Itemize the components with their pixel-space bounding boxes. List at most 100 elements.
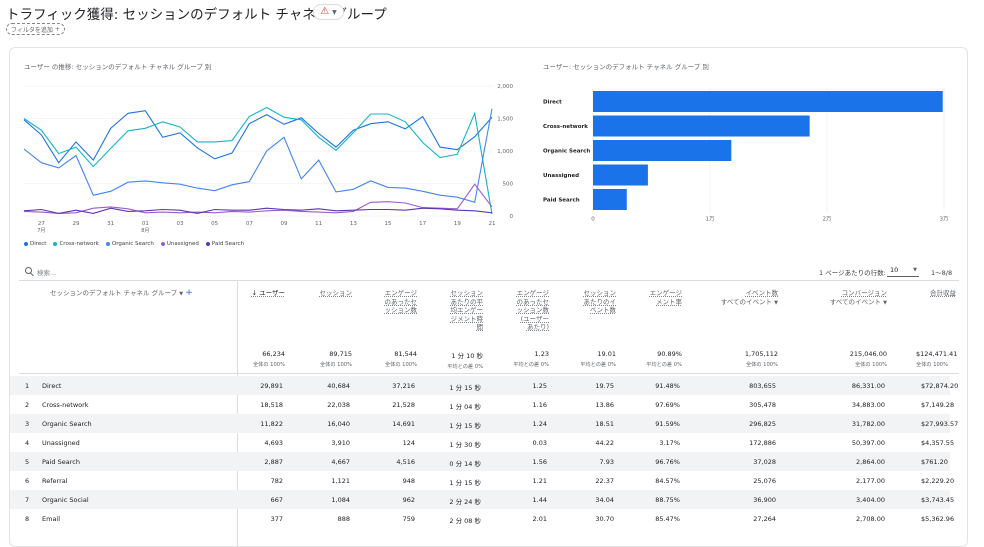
engaged-per-user-header[interactable]: エンゲージ のあったセ ッション数 (ユーザー あたり) bbox=[517, 289, 550, 332]
cell-rate: 84.57% bbox=[655, 477, 680, 485]
cell-rev: $72,874.20 bbox=[921, 382, 959, 390]
legend-item[interactable]: Unassigned bbox=[160, 241, 199, 247]
chevron-down-icon: ▼ bbox=[774, 299, 778, 306]
legend-label: Unassigned bbox=[166, 241, 199, 247]
rows-per-page-select[interactable]: 10 ▼ bbox=[887, 265, 919, 277]
warning-icon: ⚠ bbox=[320, 6, 330, 17]
cell-rate: 91.48% bbox=[655, 382, 680, 390]
engagement-rate-header[interactable]: エンゲージ メント率 bbox=[650, 289, 682, 306]
cell-events: 803,655 bbox=[749, 382, 776, 390]
cell-name[interactable]: Referral bbox=[42, 477, 68, 485]
cell-users: 29,891 bbox=[260, 382, 283, 390]
cell-epu: 2.01 bbox=[532, 515, 547, 523]
conversions-filter[interactable]: すべてのイベント ▼ bbox=[830, 298, 887, 308]
h-eng-line-2: ッション数 bbox=[384, 306, 418, 314]
total-engagement-rate: 90.89% 平均との差 0% bbox=[646, 350, 682, 368]
total-events-value: 1,705,112 bbox=[744, 350, 778, 358]
cell-time: 0 分 14 秒 bbox=[449, 460, 481, 468]
legend-item[interactable]: Direct bbox=[24, 241, 46, 247]
cell-name[interactable]: Email bbox=[42, 515, 61, 523]
cell-epu: 1.24 bbox=[532, 420, 547, 428]
total-avg-time: 1 分 10 秒平均との差 0% bbox=[447, 350, 483, 370]
engaged-sessions-header[interactable]: エンゲージ のあったセ ッション数 bbox=[385, 289, 418, 315]
totals-divider bbox=[19, 373, 959, 374]
total-sessions-sub: 全体の 100% bbox=[319, 362, 352, 368]
x-tick-label: 13 bbox=[350, 221, 357, 227]
conversions-header-label: コンバージョン bbox=[841, 289, 887, 297]
table-row[interactable]: 6 Referral 782 1,121 948 1 分 15 秒 1.21 22.37 84.… bbox=[10, 471, 954, 490]
cell-time: 1 分 15 秒 bbox=[449, 422, 481, 430]
users-header[interactable]: ↓ ユーザー bbox=[252, 289, 285, 298]
events-per-session-header[interactable]: セッション あたりのイ ベント数 bbox=[584, 289, 617, 315]
x-tick-label: 27 bbox=[38, 221, 45, 227]
bar bbox=[593, 164, 648, 186]
cell-rate: 91.59% bbox=[655, 420, 680, 428]
x-tick-label: 17 bbox=[419, 221, 426, 227]
table-row[interactable]: 1 Direct 29,891 40,684 37,216 1 分 15 秒 1.25 19.… bbox=[10, 376, 958, 395]
search-input[interactable]: 検索... bbox=[37, 269, 57, 277]
cell-rev: $3,743.45 bbox=[921, 496, 955, 504]
series-line-paid-search bbox=[23, 207, 493, 214]
conversions-header[interactable]: コンバージョン すべてのイベント ▼ bbox=[830, 289, 887, 307]
total-users-value: 66,234 bbox=[262, 350, 285, 358]
bar bbox=[593, 140, 732, 161]
legend-item[interactable]: Organic Search bbox=[105, 241, 154, 247]
table-row[interactable]: 5 Paid Search 2,887 4,667 4,516 0 分 14 秒 1.56 7… bbox=[10, 452, 950, 471]
cell-sessions: 22,038 bbox=[327, 401, 350, 409]
total-rev-value: $124,471.41 bbox=[916, 350, 958, 358]
cell-events: 305,478 bbox=[749, 401, 776, 409]
event-count-filter[interactable]: すべてのイベント ▼ bbox=[721, 298, 778, 308]
cell-conv: 34,883.00 bbox=[851, 401, 885, 409]
h-epu-line-0: エンゲージ bbox=[516, 289, 549, 297]
cell-rate: 97.69% bbox=[655, 401, 680, 409]
cell-rate: 3.17% bbox=[659, 439, 680, 447]
add-dimension-button[interactable]: + bbox=[185, 288, 193, 298]
legend-item[interactable]: Cross-network bbox=[53, 241, 99, 247]
cell-i: 8 bbox=[25, 515, 30, 523]
cell-name[interactable]: Direct bbox=[42, 382, 62, 390]
cell-name[interactable]: Organic Search bbox=[42, 420, 92, 428]
legend-item[interactable]: Paid Search bbox=[205, 241, 244, 247]
legend-dot-icon bbox=[105, 242, 110, 246]
dimension-header[interactable]: セッションのデフォルト チャネル グループ ▼ + bbox=[50, 289, 193, 299]
cell-epu: 1.21 bbox=[532, 477, 547, 485]
x-tick-label: 2万 bbox=[823, 216, 832, 223]
x-tick-label: 03 bbox=[177, 221, 184, 227]
dimension-header-label: セッションのデフォルト チャネル グループ bbox=[50, 289, 178, 297]
cell-name[interactable]: Cross-network bbox=[42, 401, 89, 409]
cell-name[interactable]: Unassigned bbox=[42, 439, 80, 447]
cell-eps: 13.86 bbox=[595, 401, 614, 409]
cell-sessions: 4,667 bbox=[331, 458, 350, 466]
x-tick-label: 1万 bbox=[706, 216, 715, 223]
cell-conv: 3,404.00 bbox=[856, 496, 885, 504]
event-count-filter-label: すべてのイベント bbox=[720, 297, 773, 306]
cell-users: 782 bbox=[270, 477, 283, 485]
cell-name[interactable]: Paid Search bbox=[42, 458, 80, 466]
table-row[interactable]: 4 Unassigned 4,693 3,910 124 1 分 30 秒 0.03 44.2… bbox=[10, 433, 954, 452]
cell-conv: 86,331.00 bbox=[851, 382, 885, 390]
revenue-header[interactable]: 合計収益 bbox=[930, 289, 956, 298]
warning-chip[interactable]: ⚠ ▼ bbox=[313, 4, 344, 20]
cell-epu: 1.56 bbox=[532, 458, 547, 466]
bar-chart-title: ユーザー: セッションのデフォルト チャネル グループ 別 bbox=[543, 63, 709, 71]
add-filter-button[interactable]: フィルタを追加 + bbox=[6, 23, 65, 35]
event-count-header[interactable]: イベント数 すべてのイベント ▼ bbox=[721, 289, 778, 307]
x-tick-label: 07 bbox=[246, 221, 253, 227]
cell-eng: 948 bbox=[402, 477, 415, 485]
search-icon bbox=[25, 267, 32, 274]
cell-conv: 2,708.00 bbox=[856, 515, 885, 523]
cell-name[interactable]: Organic Social bbox=[42, 496, 89, 504]
total-sessions: 89,715 全体の 100% bbox=[320, 350, 352, 368]
chevron-down-icon: ▼ bbox=[883, 299, 887, 306]
line-chart-title: ユーザー の推移: セッションのデフォルト チャネル グループ 別 bbox=[24, 63, 212, 71]
table-row[interactable]: 3 Organic Search 11,822 16,040 14,691 1 分 15 … bbox=[10, 414, 958, 433]
sessions-header-label: セッション bbox=[319, 289, 353, 297]
cell-sessions: 3,910 bbox=[331, 439, 350, 447]
table-row[interactable]: 8 Email 377 888 759 2 分 08 秒 2.01 30.70 85.47% 27… bbox=[10, 509, 954, 528]
sessions-header[interactable]: セッション bbox=[320, 289, 353, 298]
table-row[interactable]: 7 Organic Social 667 1,084 962 2 分 24 秒 1.44 34… bbox=[10, 490, 954, 509]
cell-rev: $2,229.20 bbox=[921, 477, 955, 485]
avg-engagement-time-header[interactable]: セッション あたりの平 均エンゲー ジメント時間 bbox=[451, 289, 484, 332]
cell-time: 2 分 08 秒 bbox=[449, 517, 481, 525]
table-row[interactable]: 2 Cross-network 18,518 22,038 21,528 1 分 04 秒… bbox=[10, 395, 954, 414]
